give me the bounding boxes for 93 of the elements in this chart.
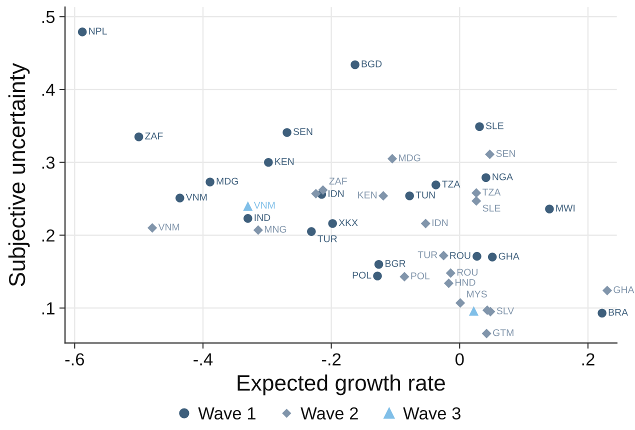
data-label: BRA xyxy=(608,308,628,316)
point xyxy=(472,188,482,198)
data-label: ROU xyxy=(450,252,470,259)
data-label: POL xyxy=(352,272,372,279)
data-label: GHA xyxy=(498,252,520,260)
data-label: POL xyxy=(411,272,430,280)
point xyxy=(420,218,430,228)
legend-label: Wave 3 xyxy=(403,407,460,420)
data-label: NPL xyxy=(89,28,107,34)
data-label: GTM xyxy=(493,329,514,336)
point xyxy=(147,223,158,233)
data-label: GHA xyxy=(614,286,634,294)
y-tick-label: .2 xyxy=(42,229,54,242)
data-label: MDG xyxy=(399,154,420,162)
point xyxy=(444,278,454,288)
y-tick-label: .4 xyxy=(42,84,55,96)
point xyxy=(446,268,456,278)
data-label: SLE xyxy=(486,122,504,130)
data-label: ZAF xyxy=(145,132,163,140)
point xyxy=(545,204,554,214)
point xyxy=(602,286,612,296)
point xyxy=(243,201,253,211)
point xyxy=(598,308,606,318)
point xyxy=(482,328,492,338)
point xyxy=(482,173,490,182)
point xyxy=(405,191,414,200)
data-label: SLE xyxy=(482,204,500,212)
point xyxy=(253,225,263,235)
data-label: KEN xyxy=(358,192,377,198)
data-label: MNG xyxy=(264,226,286,233)
point xyxy=(264,158,273,167)
point xyxy=(378,191,388,201)
data-label: KEN xyxy=(275,158,294,165)
data-label: TZA xyxy=(442,180,460,188)
point xyxy=(484,150,495,160)
point xyxy=(373,272,382,280)
x-tick-label: -.6 xyxy=(65,353,84,366)
data-label: VNM xyxy=(158,224,180,230)
y-axis-title: Subjective uncertainty xyxy=(8,63,30,286)
legend-label: Wave 1 xyxy=(198,407,256,420)
x-axis-title: Expected growth rate xyxy=(238,374,445,396)
data-label: XKX xyxy=(338,219,358,226)
point xyxy=(455,298,466,308)
point xyxy=(432,180,440,190)
data-label: ZAF xyxy=(329,178,347,184)
point xyxy=(175,194,184,202)
point xyxy=(307,227,316,236)
legend-label: Wave 2 xyxy=(300,407,358,420)
point xyxy=(438,250,448,260)
point xyxy=(387,154,398,164)
x-tick-label: .2 xyxy=(582,353,594,366)
point xyxy=(134,132,144,142)
data-label: SEN xyxy=(293,128,312,136)
x-tick-label: 0 xyxy=(455,353,464,366)
data-label: ROU xyxy=(457,268,478,276)
y-tick-label: .3 xyxy=(42,156,55,169)
data-label: SLV xyxy=(496,307,514,314)
data-label: IDN xyxy=(432,219,448,226)
y-tick-label: .5 xyxy=(42,11,55,24)
x-tick-label: -.4 xyxy=(194,353,213,366)
point xyxy=(206,178,214,186)
x-tick-label: -.2 xyxy=(322,353,341,366)
data-label: VNM xyxy=(254,202,275,209)
y-tick-label: .1 xyxy=(42,302,54,314)
point xyxy=(244,214,252,223)
point xyxy=(468,306,479,316)
data-label: IND xyxy=(254,214,270,221)
data-label: TUR xyxy=(418,251,438,258)
data-label: MYS xyxy=(467,290,487,298)
point xyxy=(318,185,328,195)
data-label: TUN xyxy=(416,192,435,198)
point xyxy=(282,128,292,137)
point xyxy=(78,28,87,36)
data-label: BGD xyxy=(362,60,382,68)
point xyxy=(374,260,384,269)
data-label: IDN xyxy=(328,190,344,197)
data-label: TUR xyxy=(318,235,337,242)
point xyxy=(328,219,337,228)
point xyxy=(350,60,360,70)
point xyxy=(475,122,484,132)
data-label: HND xyxy=(456,279,476,286)
data-label: SEN xyxy=(496,150,515,157)
point xyxy=(488,252,497,262)
data-label: VNM xyxy=(186,194,207,201)
data-label: MWI xyxy=(556,204,575,212)
point xyxy=(400,272,410,282)
data-label: TZA xyxy=(482,188,501,196)
point xyxy=(472,196,482,206)
data-label: BGR xyxy=(386,260,406,267)
point xyxy=(311,188,321,198)
data-label: NGA xyxy=(492,173,513,180)
point xyxy=(472,252,482,261)
data-label: MDG xyxy=(216,178,238,185)
